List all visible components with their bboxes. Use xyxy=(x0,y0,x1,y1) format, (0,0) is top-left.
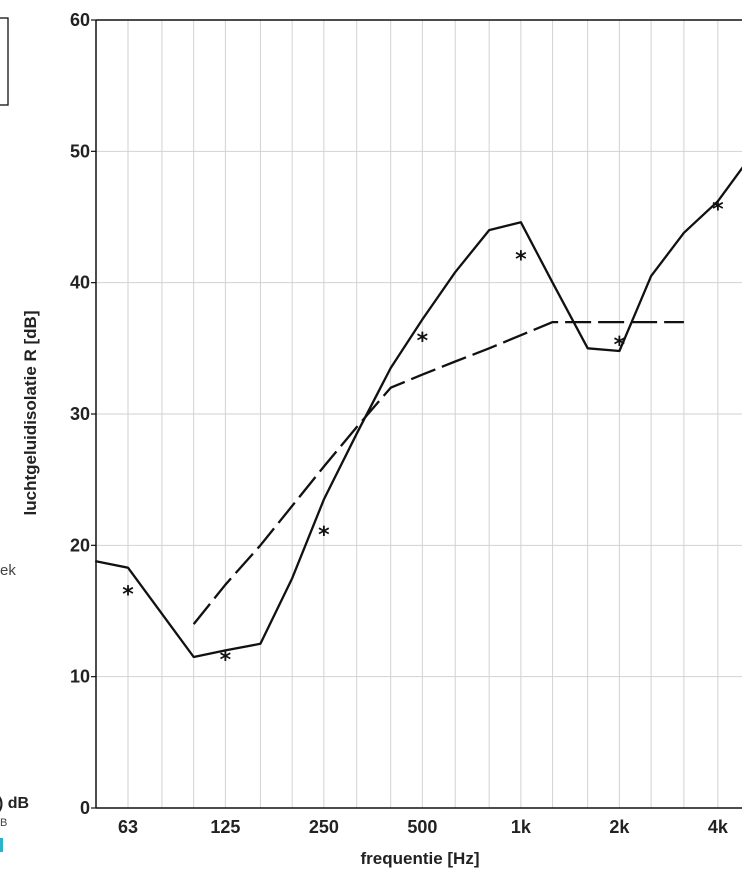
y-tick-label: 40 xyxy=(70,273,90,293)
x-axis-title: frequentie [Hz] xyxy=(361,849,480,868)
grid xyxy=(96,19,742,809)
data-marker: * xyxy=(122,582,134,607)
y-tick-label: 60 xyxy=(70,10,90,30)
y-axis-title: luchtgeluidisolatie R [dB] xyxy=(21,311,40,516)
x-axis: 63 125 250 500 1k 2k 4k xyxy=(118,817,729,837)
x-tick-label: 500 xyxy=(407,817,437,837)
left-text-fragment-1: ek xyxy=(0,562,16,579)
y-tick-label: 10 xyxy=(70,667,90,687)
y-tick-label: 50 xyxy=(70,141,90,161)
series-line-solid xyxy=(94,166,742,659)
y-tick-label: 20 xyxy=(70,535,90,555)
data-marker: * xyxy=(417,329,429,354)
data-marker: * xyxy=(318,523,330,548)
legend-box-fragment xyxy=(0,17,9,106)
left-text-fragment-2: ) dB xyxy=(0,795,29,812)
y-axis: 0 10 20 30 40 50 60 xyxy=(70,10,96,818)
x-tick-label: 2k xyxy=(609,817,630,837)
x-tick-label: 125 xyxy=(210,817,240,837)
series-group: * * * * * * * xyxy=(94,166,742,673)
x-tick-label: 4k xyxy=(708,817,729,837)
y-tick-label: 30 xyxy=(70,404,90,424)
x-tick-label: 63 xyxy=(118,817,138,837)
y-tick-label: 0 xyxy=(80,798,90,818)
data-marker: * xyxy=(220,648,232,673)
data-marker: * xyxy=(712,197,724,222)
series-line-dashed xyxy=(192,320,684,625)
x-tick-label: 250 xyxy=(309,817,339,837)
data-marker: * xyxy=(515,247,527,272)
left-cyan-fragment xyxy=(0,838,3,852)
data-marker: * xyxy=(614,333,626,358)
x-tick-label: 1k xyxy=(511,817,532,837)
left-text-fragment-3: B xyxy=(0,817,7,829)
